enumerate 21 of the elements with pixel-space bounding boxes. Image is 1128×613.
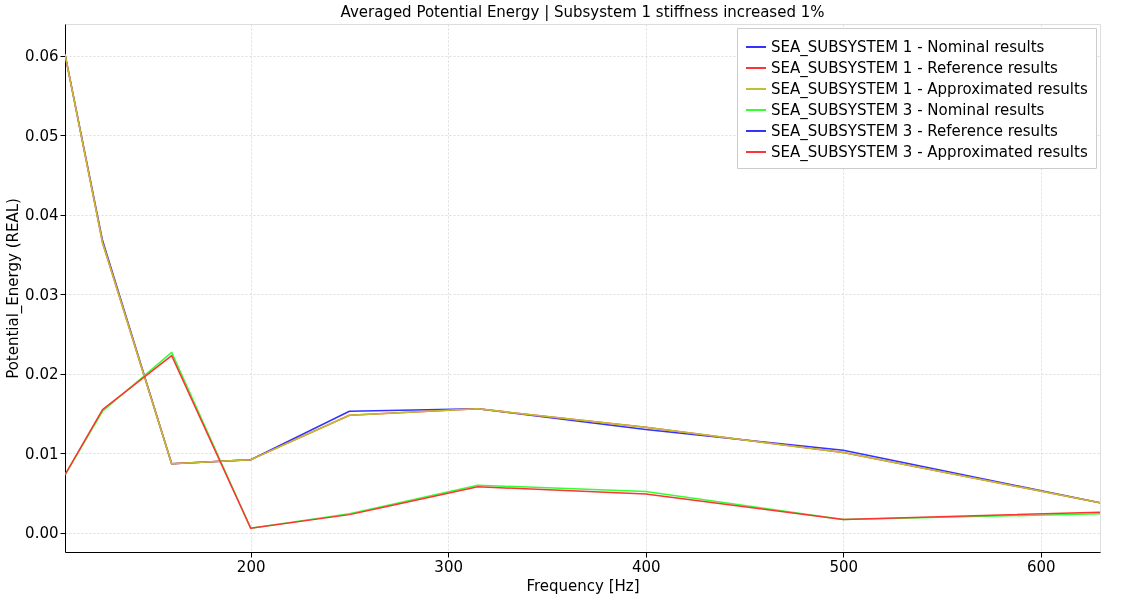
y-tick-label: 0.06	[25, 47, 59, 66]
y-tick-label: 0.00	[25, 524, 59, 543]
x-axis-title: Frequency [Hz]	[526, 576, 640, 595]
x-tick-label: 200	[236, 557, 266, 576]
legend-label: SEA_SUBSYSTEM 1 - Reference results	[771, 59, 1059, 78]
x-tick-label: 300	[434, 557, 464, 576]
y-axis-title: Potential_Energy (REAL)	[4, 198, 24, 379]
legend-label: SEA_SUBSYSTEM 1 - Approximated results	[771, 80, 1088, 99]
chart-title: Averaged Potential Energy | Subsystem 1 stiffness increased 1%	[340, 3, 825, 21]
y-tick-label: 0.01	[25, 444, 59, 463]
x-tick-label: 600	[1026, 557, 1056, 576]
x-tick-label: 500	[829, 557, 859, 576]
legend-label: SEA_SUBSYSTEM 3 - Reference results	[771, 122, 1059, 141]
y-tick-label: 0.03	[25, 285, 59, 304]
legend-label: SEA_SUBSYSTEM 1 - Nominal results	[771, 38, 1045, 57]
legend-label: SEA_SUBSYSTEM 3 - Approximated results	[771, 143, 1088, 162]
x-tick-label: 400	[631, 557, 661, 576]
y-tick-label: 0.05	[25, 126, 59, 145]
y-tick-label: 0.04	[25, 206, 59, 225]
legend-label: SEA_SUBSYSTEM 3 - Nominal results	[771, 101, 1045, 120]
y-tick-label: 0.02	[25, 365, 59, 384]
